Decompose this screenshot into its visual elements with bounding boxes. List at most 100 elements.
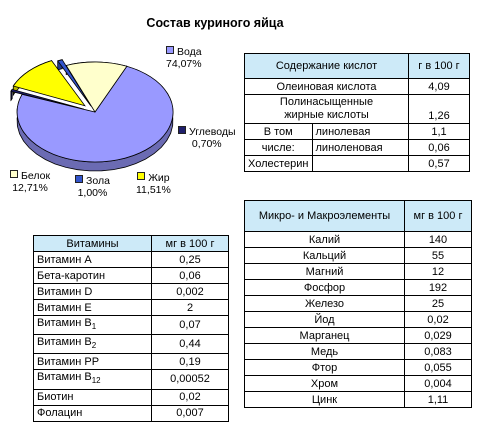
acids-header-name: Содержание кислот: [244, 53, 409, 79]
vitamins-header-unit: мг в 100 г: [151, 235, 229, 252]
legend-swatch-carbs: [178, 126, 186, 134]
legend-swatch-ash: [75, 175, 83, 183]
acid-prefix: числе:: [244, 139, 313, 156]
table-row: Йод 0,02: [244, 311, 472, 328]
legend-swatch-protein: [10, 170, 18, 178]
vitamin-value: 0,00052: [151, 369, 229, 390]
mineral-value: 55: [404, 247, 472, 264]
minerals-header-name: Микро- и Макроэлементы: [244, 200, 405, 232]
mineral-value: 25: [404, 295, 472, 312]
legend-swatch-water: [166, 46, 175, 54]
minerals-table: Микро- и Макроэлементы мг в 100 г Калий 1…: [244, 200, 472, 408]
vitamin-name: Витамин В2: [33, 334, 152, 355]
vitamin-value: 2: [151, 299, 229, 316]
mineral-value: 140: [404, 231, 472, 248]
acid-prefix: В том: [244, 123, 313, 140]
vitamins-header-row: Витамины мг в 100 г: [33, 235, 229, 252]
table-row: Бета-каротин 0,06: [33, 267, 229, 284]
pie-label-water: Вода 74,07%: [166, 46, 202, 70]
acids-header-unit: г в 100 г: [408, 53, 470, 79]
mineral-name: Йод: [244, 311, 405, 328]
pie-slice: [57, 59, 92, 107]
acid-name: линоленовая: [311, 139, 409, 156]
vitamin-name: Витамин А: [33, 251, 152, 268]
mineral-name: Фосфор: [244, 279, 405, 296]
table-row: Витамин В1 0,07: [33, 314, 229, 336]
mineral-name: Цинк: [244, 391, 405, 408]
table-row: Фтор 0,055: [244, 359, 472, 376]
vitamin-name: Биотин: [33, 388, 152, 406]
mineral-value: 0,083: [404, 343, 472, 360]
minerals-header-row: Микро- и Макроэлементы мг в 100 г: [244, 200, 472, 232]
mineral-name: Медь: [244, 343, 405, 360]
table-row: Олеиновая кислота 4,09: [244, 78, 470, 95]
mineral-name: Кальций: [244, 247, 405, 264]
acids-table: Содержание кислот г в 100 г Олеиновая ки…: [244, 53, 470, 172]
minerals-header-unit: мг в 100 г: [404, 200, 472, 232]
mineral-value: 192: [404, 279, 472, 296]
mineral-name: Калий: [244, 231, 405, 248]
pie-label-fat: Жир 11,51%: [136, 172, 171, 196]
table-row: Витамин В12 0,00052: [33, 369, 229, 390]
pie-label-ash: Зола 1,00%: [75, 175, 110, 199]
vitamin-name: Витамин В12: [33, 369, 152, 390]
acid-name: Холестерин: [244, 155, 313, 172]
pie-slice: [12, 60, 86, 107]
vitamin-value: 0,02: [151, 388, 229, 406]
mineral-value: 12: [404, 263, 472, 280]
vitamin-name: Фолацин: [33, 404, 152, 422]
table-row: Медь 0,083: [244, 343, 472, 360]
mineral-value: 0,055: [404, 359, 472, 376]
acid-value: 0,57: [408, 155, 470, 172]
table-row: Калий 140: [244, 231, 472, 248]
acids-header-row: Содержание кислот г в 100 г: [244, 53, 470, 79]
vitamin-name: Витамин РР: [33, 353, 152, 371]
acid-value: 0,06: [408, 139, 470, 156]
acid-value: 4,09: [408, 78, 470, 95]
pie-label-protein: Белок 12,71%: [10, 170, 50, 194]
mineral-value: 0,004: [404, 375, 472, 392]
vitamin-name: Витамин D: [33, 283, 152, 300]
table-row: Цинк 1,11: [244, 391, 472, 408]
vitamin-value: 0,25: [151, 251, 229, 268]
pie-label-carbs: Углеводы 0,70%: [178, 126, 236, 150]
table-row: числе: линоленовая 0,06: [244, 139, 470, 156]
table-row: Витамин РР 0,19: [33, 353, 229, 371]
acid-empty: [311, 155, 409, 172]
vitamin-value: 0,19: [151, 353, 229, 371]
pie-chart: [10, 59, 174, 172]
mineral-name: Фтор: [244, 359, 405, 376]
table-row: Фосфор 192: [244, 279, 472, 296]
vitamin-value: 0,44: [151, 334, 229, 355]
table-row: Железо 25: [244, 295, 472, 312]
table-row: Кальций 55: [244, 247, 472, 264]
acid-value: 1,26: [408, 94, 470, 124]
table-row: Марганец 0,029: [244, 327, 472, 344]
table-row: Витамин D 0,002: [33, 283, 229, 300]
mineral-name: Магний: [244, 263, 405, 280]
mineral-name: Марганец: [244, 327, 405, 344]
legend-swatch-fat: [137, 172, 146, 180]
vitamin-value: 0,007: [151, 404, 229, 422]
mineral-value: 1,11: [404, 391, 472, 408]
mineral-name: Хром: [244, 375, 405, 392]
table-row: Холестерин 0,57: [244, 155, 470, 172]
acid-name: Полинасыщенные жирные кислоты: [244, 94, 409, 124]
table-row: Магний 12: [244, 263, 472, 280]
page-title: Состав куриного яйца: [146, 16, 284, 30]
table-row: Биотин 0,02: [33, 388, 229, 406]
vitamin-value: 0,002: [151, 283, 229, 300]
table-row: Фолацин 0,007: [33, 404, 229, 422]
table-row: Хром 0,004: [244, 375, 472, 392]
vitamin-value: 0,07: [151, 314, 229, 336]
table-row: Полинасыщенные жирные кислоты 1,26: [244, 94, 470, 124]
acid-name: Олеиновая кислота: [244, 78, 409, 95]
vitamins-header-name: Витамины: [33, 235, 152, 252]
vitamin-name: Витамин В1: [33, 314, 152, 336]
acid-value: 1,1: [408, 123, 470, 140]
mineral-name: Железо: [244, 295, 405, 312]
acid-name: линолевая: [311, 123, 409, 140]
mineral-value: 0,029: [404, 327, 472, 344]
vitamin-name: Бета-каротин: [33, 267, 152, 284]
